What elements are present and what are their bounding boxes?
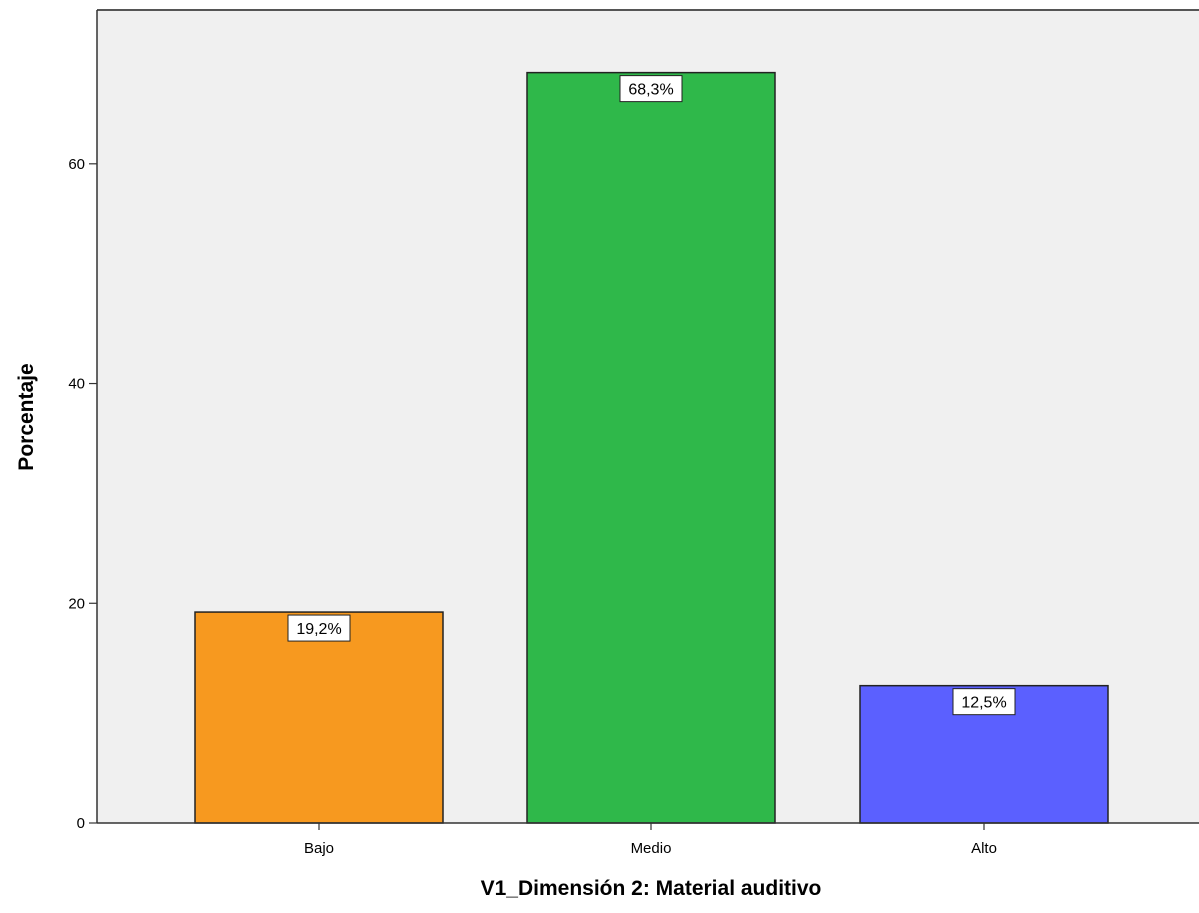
x-tick-label-medio: Medio: [631, 840, 672, 857]
bars-layer: [194, 71, 1109, 824]
data-labels-layer: 19,2% 68,3% 12,5%: [287, 75, 1016, 716]
data-label-box-medio: [619, 75, 683, 103]
y-tick-label-20: 20: [68, 595, 85, 612]
data-label-box-bajo: [287, 614, 351, 642]
y-ticks-layer: 0 20 40 60: [68, 156, 97, 832]
x-ticks-layer: Bajo Medio Alto: [304, 823, 997, 857]
bar-medio: [526, 71, 776, 824]
data-label-alto: 12,5%: [961, 695, 1006, 712]
y-axis-title: Porcentaje: [15, 363, 38, 470]
bar-bajo: [194, 611, 444, 824]
x-tick-label-alto: Alto: [971, 840, 997, 857]
x-axis-title: V1_Dimensión 2: Material auditivo: [481, 877, 822, 900]
x-tick-label-bajo: Bajo: [304, 840, 334, 857]
data-label-medio: 68,3%: [628, 82, 673, 99]
y-tick-label-0: 0: [77, 815, 85, 832]
y-tick-label-40: 40: [68, 376, 85, 393]
data-label-bajo: 19,2%: [296, 621, 341, 638]
data-label-box-alto: [952, 688, 1016, 716]
y-tick-label-60: 60: [68, 156, 85, 173]
